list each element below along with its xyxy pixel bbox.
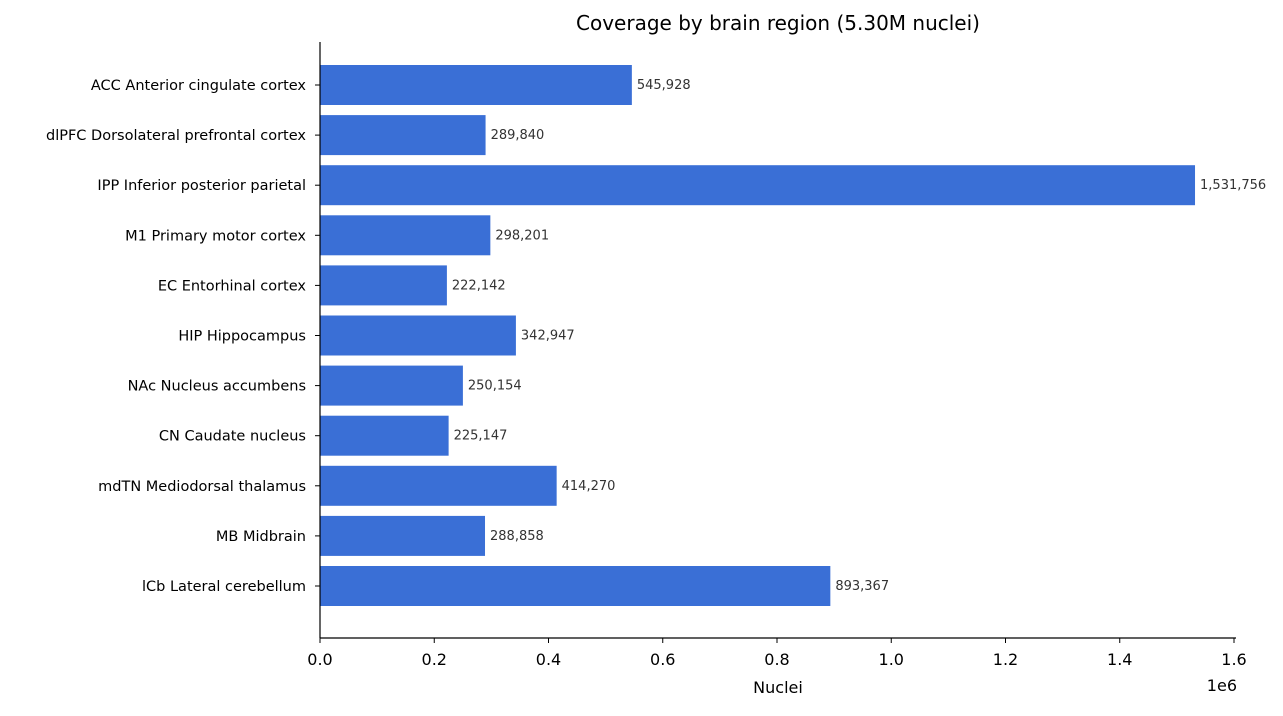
category-label: M1 Primary motor cortex (125, 228, 306, 244)
bar-value-label: 225,147 (454, 429, 508, 444)
bars-layer (320, 65, 1196, 606)
x-axis-scale-label: 1e6 (1207, 676, 1237, 695)
category-label: mdTN Mediodorsal thalamus (98, 479, 306, 495)
bar (320, 165, 1196, 206)
axes: 0.0 0.2 0.4 0.6 0.8 1.0 1.2 1.4 1.6 (307, 42, 1247, 669)
category-label: lCb Lateral cerebellum (142, 579, 306, 595)
x-tick-label: 0.6 (650, 650, 675, 669)
chart-title: Coverage by brain region (5.30M nuclei) (576, 11, 980, 35)
category-label: MB Midbrain (216, 529, 306, 545)
category-label: HIP Hippocampus (178, 329, 306, 345)
x-axis-label: Nuclei (753, 678, 803, 697)
x-tick-label: 0.2 (422, 650, 447, 669)
category-label: dlPFC Dorsolateral prefrontal cortex (46, 128, 306, 144)
bar (320, 115, 486, 156)
category-label: NAc Nucleus accumbens (128, 379, 306, 395)
bar-value-label: 1,531,756 (1200, 178, 1266, 193)
bar (320, 215, 491, 256)
bar-value-label: 342,947 (521, 329, 575, 344)
category-labels: ACC Anterior cingulate cortex dlPFC Dorso… (46, 78, 306, 595)
x-tick-label: 1.0 (879, 650, 904, 669)
x-tick-label: 0.0 (307, 650, 332, 669)
bar-value-label: 298,201 (495, 228, 549, 243)
bar (320, 315, 516, 356)
bar-value-label: 545,928 (637, 78, 691, 93)
bar-value-label: 414,270 (562, 479, 616, 494)
bar-value-label: 288,858 (490, 529, 544, 544)
x-tick-label: 1.6 (1221, 650, 1246, 669)
value-labels: 545,928 289,840 1,531,756 298,201 222,142 342… (452, 78, 1266, 594)
x-tick-label: 0.4 (536, 650, 561, 669)
category-label: IPP Inferior posterior parietal (97, 178, 306, 194)
bar-value-label: 222,142 (452, 278, 506, 293)
x-tick-label: 0.8 (764, 650, 789, 669)
x-tick-label: 1.2 (993, 650, 1018, 669)
category-label: EC Entorhinal cortex (158, 278, 307, 294)
bar (320, 415, 449, 456)
bar (320, 265, 447, 306)
bar (320, 515, 486, 556)
bar (320, 65, 632, 105)
bar-value-label: 250,154 (468, 379, 522, 394)
x-tick-label: 1.4 (1107, 650, 1132, 669)
category-label: CN Caudate nucleus (159, 429, 306, 445)
bar (320, 465, 557, 506)
category-label: ACC Anterior cingulate cortex (91, 78, 307, 94)
bar-value-label: 289,840 (491, 128, 545, 143)
bar (320, 365, 463, 406)
bar (320, 566, 831, 606)
bar-value-label: 893,367 (835, 579, 889, 594)
